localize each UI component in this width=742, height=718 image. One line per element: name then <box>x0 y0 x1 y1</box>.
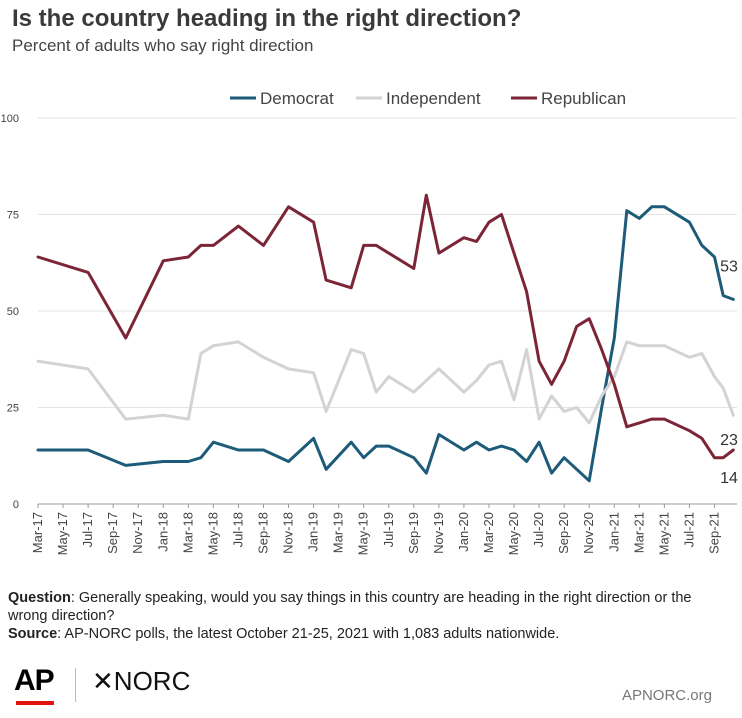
series-lines <box>36 193 735 483</box>
x-tick-label: Jan-20 <box>456 512 471 552</box>
x-tick-label: May-21 <box>656 512 671 555</box>
y-axis: 0 25 50 75 100 <box>1 113 19 511</box>
x-tick-label: Jul-18 <box>230 512 245 547</box>
x-tick-label: Sep-17 <box>105 512 120 554</box>
x-tick-label: Mar-18 <box>180 512 195 553</box>
series-line-democrat <box>36 205 735 483</box>
y-tick-label: 0 <box>13 499 19 511</box>
x-tick-label: Sep-19 <box>406 512 421 554</box>
end-label-democrat: 53 <box>720 258 738 275</box>
x-tick-label: May-18 <box>205 512 220 555</box>
question-text: : Generally speaking, would you say thin… <box>8 590 692 624</box>
norc-logo: ✕NORC <box>92 666 190 697</box>
x-tick-label: Nov-20 <box>581 512 596 554</box>
ap-logo: AP <box>14 664 55 697</box>
legend-label-independent: Independent <box>386 89 481 108</box>
ap-logo-underline <box>16 701 54 705</box>
x-tick-label: Jul-17 <box>80 512 95 547</box>
x-tick-label: Nov-17 <box>130 512 145 554</box>
x-tick-label: Mar-17 <box>30 512 45 553</box>
series-line-independent <box>36 340 735 425</box>
x-tick-label: Jul-21 <box>681 512 696 547</box>
grid <box>38 117 737 505</box>
x-tick-label: May-19 <box>356 512 371 555</box>
legend-label-republican: Republican <box>541 89 626 108</box>
question-label: Question <box>8 590 71 606</box>
chart-notes: Question: Generally speaking, would you … <box>8 589 728 643</box>
end-label-republican: 14 <box>720 470 738 487</box>
x-tick-label: Jan-18 <box>155 512 170 552</box>
end-label-independent: 23 <box>720 432 738 449</box>
end-labels: 53 23 14 <box>720 258 738 487</box>
legend-label-democrat: Democrat <box>260 89 334 108</box>
x-tick-label: Jan-19 <box>306 512 321 552</box>
logo-divider <box>75 668 76 702</box>
x-tick-label: May-20 <box>506 512 521 555</box>
source-label: Source <box>8 626 58 642</box>
x-tick-label: Nov-18 <box>281 512 296 554</box>
x-tick-label: Jul-19 <box>381 512 396 547</box>
norc-wordmark: NORC <box>113 666 191 696</box>
x-tick-label: Jul-20 <box>531 512 546 547</box>
x-tick-label: May-17 <box>55 512 70 555</box>
x-tick-label: Sep-18 <box>255 512 270 554</box>
x-tick-label: Nov-19 <box>431 512 446 554</box>
y-tick-label: 25 <box>7 403 19 415</box>
chart-title: Is the country heading in the right dire… <box>12 5 522 32</box>
x-tick-label: Mar-19 <box>331 512 346 553</box>
series-line-republican <box>36 193 735 460</box>
legend: Democrat Independent Republican <box>230 89 626 108</box>
x-tick-label: Jan-21 <box>606 512 621 552</box>
question-note: Question: Generally speaking, would you … <box>8 589 728 625</box>
norc-star-icon: ✕ <box>92 666 114 696</box>
x-tick-label: Mar-21 <box>631 512 646 553</box>
x-tick-label: Sep-21 <box>706 512 721 554</box>
chart-subtitle: Percent of adults who say right directio… <box>12 36 314 55</box>
y-tick-label: 100 <box>1 113 19 125</box>
line-chart: Democrat Independent Republican 0 25 50 75 100… <box>1 89 738 555</box>
source-text: : AP-NORC polls, the latest October 21-2… <box>57 626 560 642</box>
x-tick-label: Sep-20 <box>556 512 571 554</box>
y-tick-label: 75 <box>7 210 19 222</box>
x-tick-label: Mar-20 <box>481 512 496 553</box>
source-note: Source: AP-NORC polls, the latest Octobe… <box>8 625 728 643</box>
y-tick-label: 50 <box>7 306 19 318</box>
x-axis: Mar-17 May-17 Jul-17 Sep-17 Nov-17 Jan-18 Mar-… <box>30 504 721 555</box>
site-link[interactable]: APNORC.org <box>621 687 712 704</box>
